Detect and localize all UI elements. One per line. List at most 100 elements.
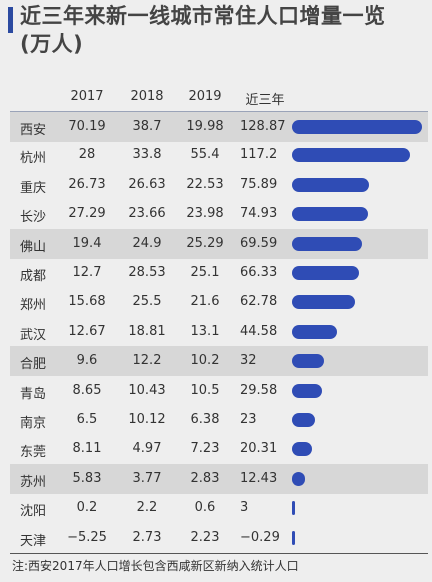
value-2018-cell: 12.2 <box>132 353 162 369</box>
city-cell: 东莞 <box>19 445 46 461</box>
header-2019: 2019 <box>188 89 222 104</box>
total-bar <box>292 442 313 457</box>
value-2019-cell: 19.98 <box>186 119 224 134</box>
total-bar <box>292 266 359 280</box>
value-2017-cell: 70.19 <box>68 119 106 134</box>
value-2017-cell: 8.65 <box>72 382 102 398</box>
table-row: 沈阳 0.2 2.2 0.6 3 <box>10 493 428 523</box>
total-bar <box>292 207 368 222</box>
total-cell: 74.93 <box>240 206 278 222</box>
total-bar <box>292 501 296 516</box>
total-cell: −0.29 <box>240 529 280 545</box>
total-bar <box>292 236 363 251</box>
value-2017-cell: 0.2 <box>76 500 98 516</box>
value-2019-cell: 0.6 <box>194 500 216 516</box>
value-2017-cell: 26.73 <box>68 176 106 192</box>
total-cell: 32 <box>240 353 257 369</box>
city-cell: 西安 <box>19 123 46 138</box>
total-bar <box>292 177 369 192</box>
city-cell: 南京 <box>19 416 46 431</box>
total-cell: 12.43 <box>240 470 278 486</box>
value-2019-cell: 25.1 <box>190 265 220 280</box>
table-row: 成都 12.7 28.53 25.1 66.33 <box>10 258 428 288</box>
table-row: 青岛 8.65 10.43 10.5 29.58 <box>10 376 428 406</box>
table-row: 杭州 28 33.8 55.4 117.2 <box>10 140 428 170</box>
value-2019-cell: 22.53 <box>186 176 224 192</box>
value-2018-cell: 26.63 <box>128 176 166 192</box>
value-2018-cell: 23.66 <box>128 206 166 222</box>
city-cell: 武汉 <box>19 327 46 343</box>
value-2018-cell: 24.9 <box>132 235 162 251</box>
city-cell: 天津 <box>19 533 46 549</box>
table-row: 西安 70.19 38.7 19.98 128.87 <box>10 111 428 142</box>
value-2017-cell: 5.83 <box>72 470 102 486</box>
value-2019-cell: 10.5 <box>190 382 220 398</box>
value-2017-cell: 15.68 <box>68 294 106 310</box>
footer-divider <box>10 553 428 554</box>
value-2017-cell: 6.5 <box>76 412 98 427</box>
total-bar <box>292 383 322 398</box>
total-bar <box>292 471 305 486</box>
value-2019-cell: 25.29 <box>186 235 224 251</box>
value-2018-cell: 10.43 <box>128 382 166 398</box>
value-2018-cell: 25.5 <box>132 294 162 310</box>
city-cell: 苏州 <box>19 474 46 490</box>
city-cell: 沈阳 <box>19 504 46 520</box>
value-2018-cell: 38.7 <box>132 119 162 134</box>
title-line-1: 近三年来新一线城市常住人口增量一览 <box>20 4 386 28</box>
value-2017-cell: 8.11 <box>72 441 102 457</box>
city-cell: 郑州 <box>19 298 46 314</box>
table-row: 合肥 9.6 12.2 10.2 32 <box>10 346 428 377</box>
total-cell: 23 <box>240 412 257 427</box>
city-cell: 长沙 <box>19 210 46 226</box>
total-cell: 62.78 <box>240 294 278 310</box>
value-2018-cell: 2.2 <box>136 500 158 516</box>
table-row: 郑州 15.68 25.5 21.6 62.78 <box>10 287 428 317</box>
header-2018: 2018 <box>130 89 164 104</box>
value-2018-cell: 33.8 <box>132 147 162 163</box>
table-row: 长沙 27.29 23.66 23.98 74.93 <box>10 199 428 229</box>
total-cell: 44.58 <box>240 323 278 339</box>
value-2019-cell: 13.1 <box>190 323 220 339</box>
value-2018-cell: 2.73 <box>132 529 162 545</box>
footer-note: 注:西安2017年人口增长包含西咸新区新纳入统计人口 <box>12 559 299 573</box>
total-bar <box>292 148 411 163</box>
value-2017-cell: 12.67 <box>68 323 106 339</box>
value-2018-cell: 10.12 <box>128 412 166 427</box>
value-2019-cell: 23.98 <box>186 206 224 222</box>
total-bar <box>292 324 337 339</box>
table-header: 2017 2018 2019 近三年总增量 <box>10 84 428 127</box>
header-2017: 2017 <box>70 89 104 104</box>
total-cell: 29.58 <box>240 382 278 398</box>
total-cell: 128.87 <box>240 119 286 134</box>
total-cell: 117.2 <box>240 147 278 163</box>
table-row: 东莞 8.11 4.97 7.23 20.31 <box>10 434 428 464</box>
value-2019-cell: 7.23 <box>190 441 220 457</box>
value-2019-cell: 55.4 <box>190 147 220 163</box>
total-bar <box>292 413 316 427</box>
total-bar <box>292 354 325 369</box>
total-cell: 69.59 <box>240 235 278 251</box>
value-2017-cell: 9.6 <box>76 353 98 369</box>
total-cell: 75.89 <box>240 176 278 192</box>
value-2017-cell: −5.25 <box>67 529 107 545</box>
title-line-2: (万人) <box>20 32 84 56</box>
city-cell: 青岛 <box>19 386 46 402</box>
table-row: 天津 −5.25 2.73 2.23 −0.29 <box>10 523 428 553</box>
table-row: 南京 6.5 10.12 6.38 23 <box>10 405 428 435</box>
value-2018-cell: 18.81 <box>128 323 166 339</box>
chart-title: 近三年来新一线城市常住人口增量一览 (万人) <box>20 2 428 58</box>
total-cell: 66.33 <box>240 265 278 280</box>
value-2019-cell: 2.83 <box>190 470 220 486</box>
table-row: 苏州 5.83 3.77 2.83 12.43 <box>10 463 428 494</box>
total-bar <box>292 120 422 134</box>
value-2017-cell: 19.4 <box>72 235 102 251</box>
city-cell: 杭州 <box>19 151 46 167</box>
city-cell: 成都 <box>19 269 46 284</box>
city-cell: 重庆 <box>19 180 46 196</box>
city-cell: 合肥 <box>19 357 46 373</box>
city-cell: 佛山 <box>19 239 46 255</box>
value-2019-cell: 2.23 <box>190 529 220 545</box>
value-2018-cell: 28.53 <box>128 265 166 280</box>
value-2017-cell: 27.29 <box>68 206 106 222</box>
